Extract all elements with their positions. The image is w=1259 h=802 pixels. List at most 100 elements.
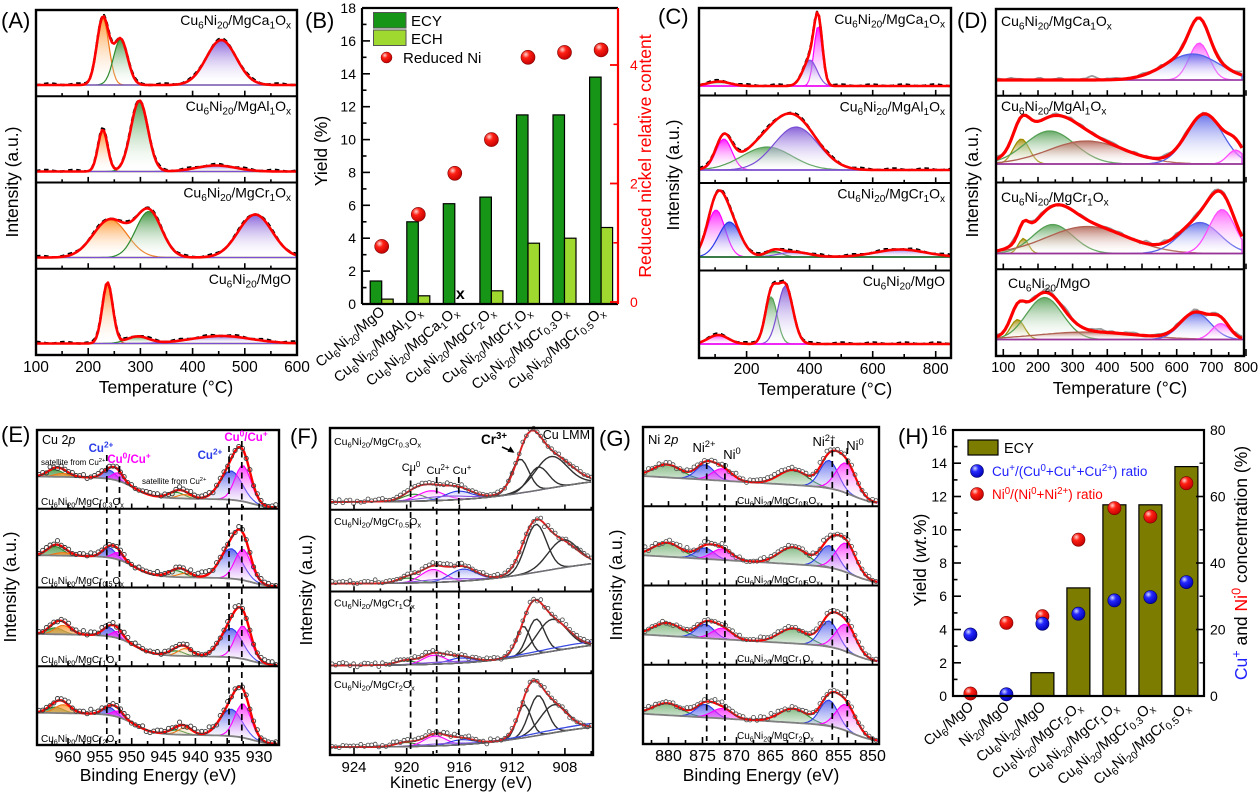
svg-text:Cu6Ni20/MgCa1Ox: Cu6Ni20/MgCa1Ox: [1001, 13, 1112, 33]
svg-text:10: 10: [340, 132, 356, 148]
svg-text:Cu6Ni20/MgCr0.5Ox: Cu6Ni20/MgCr0.5Ox: [737, 575, 820, 588]
svg-text:200: 200: [75, 359, 101, 376]
svg-text:Intensity (a.u.): Intensity (a.u.): [962, 127, 982, 238]
svg-text:Cu LMM: Cu LMM: [543, 428, 590, 442]
svg-text:12: 12: [340, 99, 356, 115]
svg-text:(E): (E): [1, 422, 30, 447]
svg-text:870: 870: [723, 748, 750, 765]
svg-text:Cu6Ni20/MgCr2Ox: Cu6Ni20/MgCr2Ox: [737, 731, 814, 744]
svg-text:Binding Energy (eV): Binding Energy (eV): [80, 765, 237, 785]
svg-text:400: 400: [1095, 360, 1119, 376]
svg-text:60: 60: [1210, 489, 1226, 505]
svg-text:Temperature (°C): Temperature (°C): [758, 379, 892, 399]
svg-text:Cu6Ni20/MgCa1Ox: Cu6Ni20/MgCa1Ox: [834, 11, 945, 31]
svg-text:400: 400: [180, 359, 206, 376]
svg-text:Temperature (°C): Temperature (°C): [1053, 378, 1187, 398]
svg-text:Intensity (a.u.): Intensity (a.u.): [2, 127, 22, 238]
svg-text:Cu0/Cu+: Cu0/Cu+: [224, 429, 268, 444]
svg-text:Cu6Ni20/MgAl1Ox: Cu6Ni20/MgAl1Ox: [186, 98, 291, 118]
svg-text:700: 700: [1199, 360, 1223, 376]
svg-text:Cu+ and Ni0 concentration (%): Cu+ and Ni0 concentration (%): [1229, 446, 1251, 680]
svg-text:880: 880: [655, 748, 682, 765]
svg-text:500: 500: [232, 359, 258, 376]
svg-text:Cu0/Cu+: Cu0/Cu+: [107, 451, 151, 466]
svg-text:916: 916: [447, 759, 472, 776]
svg-text:Cu6Ni20/MgCa1Ox: Cu6Ni20/MgCa1Ox: [180, 12, 291, 32]
svg-text:x: x: [456, 286, 465, 303]
svg-text:8: 8: [348, 164, 356, 180]
svg-text:940: 940: [182, 749, 209, 766]
svg-text:Cu6Ni20/MgCr0.3Ox: Cu6Ni20/MgCr0.3Ox: [41, 497, 124, 510]
svg-text:ECH: ECH: [411, 31, 443, 48]
svg-text:10: 10: [931, 522, 947, 538]
svg-text:Cu6Ni20/MgAl1Ox: Cu6Ni20/MgAl1Ox: [840, 99, 945, 119]
svg-text:Cu6Ni20/MgCr0.3Ox: Cu6Ni20/MgCr0.3Ox: [334, 436, 421, 450]
svg-text:(G): (G): [599, 426, 631, 451]
svg-text:(D): (D): [957, 8, 988, 33]
svg-text:ECY: ECY: [411, 13, 442, 30]
svg-text:924: 924: [341, 759, 366, 776]
svg-text:800: 800: [923, 361, 949, 378]
svg-text:Ni 2p: Ni 2p: [648, 432, 678, 447]
svg-text:855: 855: [825, 748, 852, 765]
svg-text:600: 600: [284, 359, 310, 376]
svg-text:Cu+/(Cu0+Cu++Cu2+) ratio: Cu+/(Cu0+Cu++Cu2+) ratio: [992, 463, 1147, 479]
svg-text:0: 0: [1210, 688, 1218, 704]
svg-text:100: 100: [991, 360, 1015, 376]
svg-text:4: 4: [630, 57, 638, 73]
svg-text:Intensity (a.u.): Intensity (a.u.): [606, 530, 626, 641]
svg-text:8: 8: [939, 555, 947, 571]
svg-text:satellite from Cu2+: satellite from Cu2+: [142, 477, 207, 486]
svg-text:930: 930: [246, 749, 273, 766]
svg-text:Intensity (a.u.): Intensity (a.u.): [663, 120, 683, 231]
svg-text:(B): (B): [305, 8, 334, 33]
svg-text:960: 960: [55, 749, 82, 766]
svg-text:875: 875: [689, 748, 716, 765]
svg-text:912: 912: [500, 759, 525, 776]
svg-text:4: 4: [348, 230, 356, 246]
svg-text:(C): (C): [658, 4, 689, 29]
svg-text:0: 0: [630, 294, 638, 310]
svg-text:6: 6: [939, 588, 947, 604]
svg-text:400: 400: [797, 361, 823, 378]
svg-text:300: 300: [1060, 360, 1084, 376]
svg-text:100: 100: [23, 359, 49, 376]
svg-text:Cu6Ni20/MgCr1Ox: Cu6Ni20/MgCr1Ox: [183, 185, 291, 205]
svg-text:800: 800: [1234, 360, 1258, 376]
svg-text:satellite from Cu2+: satellite from Cu2+: [41, 458, 106, 467]
svg-text:935: 935: [214, 749, 241, 766]
svg-text:0: 0: [348, 296, 356, 312]
svg-text:2: 2: [630, 176, 638, 192]
svg-text:600: 600: [1165, 360, 1189, 376]
svg-text:Cu6Ni20/MgCr1Ox: Cu6Ni20/MgCr1Ox: [334, 598, 415, 612]
svg-text:Kinetic Energy (eV): Kinetic Energy (eV): [390, 774, 532, 792]
svg-text:Intensity (a.u.): Intensity (a.u.): [296, 535, 316, 646]
svg-text:Cu6Ni20/MgCr1Ox: Cu6Ni20/MgCr1Ox: [737, 654, 814, 667]
svg-text:Reduced Ni: Reduced Ni: [403, 50, 481, 67]
svg-text:200: 200: [734, 361, 760, 378]
svg-text:Binding Energy (eV): Binding Energy (eV): [683, 765, 840, 785]
svg-text:865: 865: [757, 748, 784, 765]
svg-text:300: 300: [127, 359, 153, 376]
svg-text:Temperature (°C): Temperature (°C): [99, 377, 233, 397]
svg-text:(H): (H): [898, 424, 929, 449]
svg-text:908: 908: [552, 759, 577, 776]
svg-text:500: 500: [1130, 360, 1154, 376]
svg-text:Cu6Ni20/MgCr1Ox: Cu6Ni20/MgCr1Ox: [837, 186, 945, 206]
svg-text:Cu 2p: Cu 2p: [42, 433, 75, 447]
svg-text:200: 200: [1026, 360, 1050, 376]
svg-text:20: 20: [1210, 622, 1226, 638]
svg-text:16: 16: [340, 33, 356, 49]
svg-text:4: 4: [939, 622, 947, 638]
svg-text:850: 850: [859, 748, 886, 765]
svg-text:2: 2: [939, 655, 947, 671]
svg-text:Yield (%): Yield (%): [311, 116, 331, 186]
svg-text:40: 40: [1210, 555, 1226, 571]
svg-text:6: 6: [348, 197, 356, 213]
svg-text:80: 80: [1210, 422, 1226, 438]
svg-text:950: 950: [118, 749, 145, 766]
svg-text:920: 920: [394, 759, 419, 776]
svg-text:Cu6Ni20/MgCr2Ox: Cu6Ni20/MgCr2Ox: [334, 679, 415, 693]
svg-text:Reduced nickel relative conten: Reduced nickel relative content: [635, 34, 655, 277]
svg-text:0: 0: [939, 688, 947, 704]
